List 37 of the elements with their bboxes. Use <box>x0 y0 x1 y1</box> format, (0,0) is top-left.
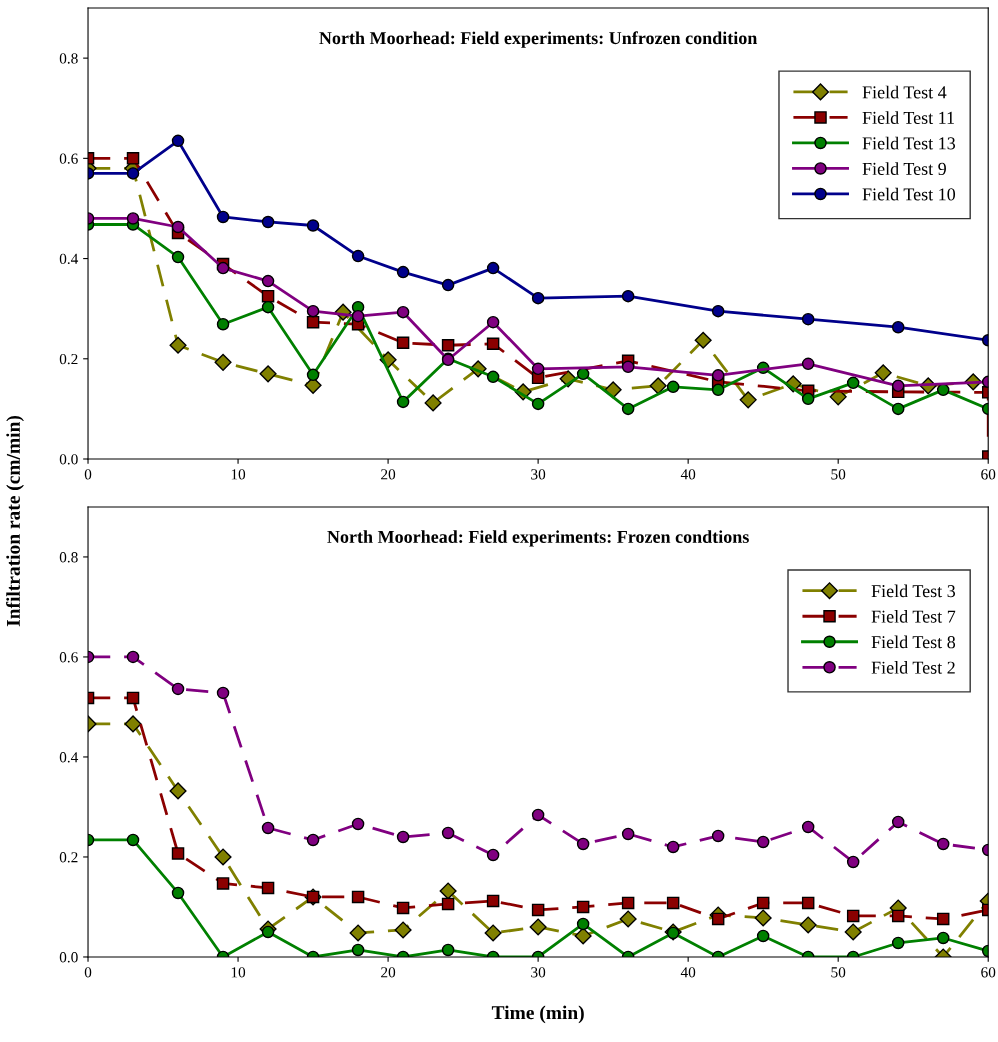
y-tick-label: 0.0 <box>59 952 78 963</box>
y-tick-label: 0.4 <box>59 752 79 763</box>
x-axis-title: Time (min) <box>491 1005 584 1024</box>
legend-label: Field Test 11 <box>862 111 954 124</box>
x-tick-label: 20 <box>381 967 396 978</box>
y-tick-label: 0.6 <box>59 153 78 164</box>
x-tick-label: 30 <box>531 469 546 480</box>
x-tick-label: 30 <box>531 967 546 978</box>
y-tick-label: 0.2 <box>59 353 78 365</box>
legend-label: Field Test 3 <box>871 584 956 598</box>
x-tick-label: 60 <box>981 967 996 978</box>
x-tick-label: 40 <box>680 469 696 480</box>
text: North Moorhead: Field experiments: Unfrozen condition <box>319 31 758 48</box>
y-tick-label: 0.8 <box>59 552 78 563</box>
text: North Moorhead: Field experiments: Frozen condtions <box>327 530 749 547</box>
legend-label: Field Test 10 <box>862 187 956 201</box>
legend-label: Field Test 13 <box>862 136 956 150</box>
y-tick-label: 0.2 <box>59 852 78 863</box>
y-tick-label: 0.8 <box>59 53 78 64</box>
x-tick-label: 10 <box>231 967 246 978</box>
legend-label: Field Test 2 <box>871 661 955 674</box>
legend-label: Field Test 8 <box>871 635 956 649</box>
legend-label: Field Test 7 <box>871 610 956 623</box>
x-tick-label: 50 <box>831 967 846 978</box>
x-tick-label: 50 <box>831 469 846 480</box>
y-tick-label: 0.6 <box>59 652 78 663</box>
x-tick-label: 0 <box>84 967 92 978</box>
y-tick-label: 0.0 <box>59 454 78 465</box>
legend-label: Field Test 4 <box>862 85 947 99</box>
legend-label: Field Test 9 <box>862 162 946 175</box>
x-tick-label: 10 <box>231 469 246 480</box>
x-tick-label: 40 <box>680 967 696 978</box>
y-axis-title: Infiltration rate (cm/min) <box>6 416 24 627</box>
x-tick-label: 20 <box>381 469 396 480</box>
y-tick-label: 0.4 <box>59 253 79 265</box>
x-tick-label: 0 <box>84 469 92 480</box>
x-tick-label: 60 <box>981 469 996 480</box>
